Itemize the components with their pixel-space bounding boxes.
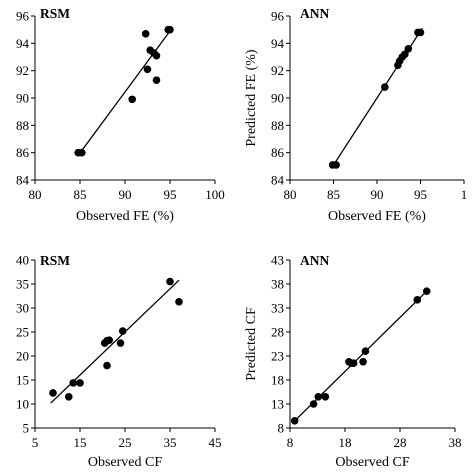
panel-3-y-tick-label: 5 — [23, 421, 30, 436]
panel-4-data-point — [361, 347, 370, 356]
panel-1-x-axis-title: Observed FE (%) — [76, 209, 174, 224]
panel-3-data-point — [118, 327, 127, 335]
panel-1-data-point — [78, 148, 86, 157]
panel-2-data-point — [416, 28, 425, 37]
panel-3-data-point — [49, 389, 57, 397]
panel-4-y-tick-label: 23 — [271, 349, 284, 364]
panel-4-x-tick-label: 38 — [449, 435, 462, 450]
panel-4-y-tick-label: 43 — [271, 253, 284, 268]
panel-3-x-tick-label: 15 — [74, 435, 87, 450]
panel-2-y-tick-label: 92 — [271, 63, 284, 78]
panel-4-data-point — [309, 400, 318, 408]
panel-2-x-tick-label: 80 — [284, 187, 297, 202]
panel-1-data-point — [166, 25, 174, 34]
panel-4-y-tick-label: 28 — [271, 325, 284, 340]
panel-4-data-point — [359, 357, 367, 366]
panel-2-y-tick-label: 96 — [271, 9, 285, 24]
panel-4-y-tick-label: 8 — [278, 421, 285, 436]
panel-3-title: RSM — [40, 253, 70, 268]
panel-2-x-axis-title: Observed FE (%) — [328, 209, 426, 224]
panel-3-data-point — [64, 393, 73, 401]
panel-1-data-point — [141, 29, 150, 38]
panel-3-data-point — [175, 297, 183, 306]
panel-4-y-axis-title: Predicted CF — [244, 307, 259, 381]
panel-2-x-tick-label: 95 — [414, 187, 427, 202]
panel-2-y-axis-title: Predicted FE (%) — [244, 49, 259, 147]
panel-2-data-point — [401, 50, 409, 59]
panel-1-y-tick-label: 94 — [16, 36, 30, 51]
panel-1-y-tick-label: 92 — [16, 63, 29, 78]
panel-1-y-tick-label: 88 — [16, 118, 29, 133]
panel-2-y-tick-label: 84 — [271, 173, 285, 188]
panel-4-x-tick-label: 8 — [287, 435, 294, 450]
panel-3-y-tick-label: 30 — [16, 301, 29, 316]
panel-4-data-point — [321, 393, 330, 401]
panel-3-data-point — [116, 339, 125, 347]
panel-1-data-point — [152, 76, 161, 85]
panel-2-y-tick-label: 88 — [271, 118, 284, 133]
panel-4-x-tick-label: 18 — [339, 435, 352, 450]
panel-1-rsm-plot: 80 85 90 95 100 84 86 88 90 92 94 96 RSM Observed FE … — [16, 6, 225, 224]
panel-2-x-tick-label: 1 — [461, 187, 468, 202]
panel-1-title: RSM — [40, 6, 70, 21]
panel-1-y-tick-label: 86 — [16, 145, 30, 160]
panel-3-data-point — [76, 379, 84, 387]
panel-3-x-tick-label: 35 — [164, 435, 177, 450]
panel-3-data-point — [103, 361, 111, 370]
panel-1-x-tick-label: 100 — [205, 187, 225, 202]
panel-4-title: ANN — [300, 253, 329, 268]
panel-3-x-tick-label: 25 — [119, 435, 132, 450]
panel-3-y-tick-label: 10 — [16, 397, 29, 412]
panel-2-ann-plot: 80 85 90 95 1 84 86 88 90 92 94 96 ANN Observed FE (%… — [244, 6, 467, 224]
panel-3-y-tick-label: 35 — [16, 277, 29, 292]
panel-2-data-point — [381, 83, 389, 91]
panel-2-data-point — [404, 45, 413, 53]
panel-4-y-tick-label: 33 — [271, 301, 284, 316]
panel-1-y-tick-label: 96 — [16, 9, 30, 24]
panel-2-data-point — [332, 161, 340, 169]
panel-3-y-tick-label: 20 — [16, 349, 29, 364]
panel-2-x-tick-label: 90 — [371, 187, 384, 202]
panel-4-data-point — [290, 417, 299, 425]
panel-1-y-tick-label: 84 — [16, 173, 30, 188]
panel-4-ann-plot: 8 18 28 38 8 13 18 23 28 33 38 43 ANN Observed CF Pred… — [244, 253, 462, 471]
panel-1-data-point — [152, 51, 161, 60]
panel-2-y-tick-label: 90 — [271, 91, 284, 106]
panel-2-x-tick-label: 85 — [327, 187, 340, 202]
panel-3-rsm-plot: 5 15 25 35 45 5 10 15 20 25 30 35 40 RSM Observed CF — [16, 253, 222, 471]
panel-3-y-tick-label: 40 — [16, 253, 29, 268]
panel-4-data-point — [422, 287, 431, 296]
panel-4-y-tick-label: 13 — [271, 397, 284, 412]
panel-1-x-tick-label: 95 — [164, 187, 177, 202]
panel-4-y-tick-label: 18 — [271, 373, 284, 388]
panel-3-x-axis-title: Observed CF — [88, 455, 162, 470]
panel-3-x-tick-label: 5 — [32, 435, 39, 450]
panel-1-data-point — [143, 65, 152, 74]
panel-4-data-point — [349, 359, 358, 368]
panel-2-y-tick-label: 94 — [271, 36, 285, 51]
panel-4-data-point — [413, 296, 422, 304]
panel-4-y-tick-label: 38 — [271, 277, 284, 292]
panel-2-y-tick-label: 86 — [271, 145, 285, 160]
panel-3-data-point — [166, 277, 174, 286]
panel-3-y-tick-label: 25 — [16, 325, 29, 340]
panel-4-data-point — [314, 393, 323, 401]
panel-3-x-tick-label: 45 — [209, 435, 222, 450]
panel-1-data-point — [128, 95, 136, 104]
panel-4-x-tick-label: 28 — [394, 435, 407, 450]
panel-1-x-tick-label: 80 — [29, 187, 42, 202]
panel-1-fit-line — [77, 30, 171, 156]
panel-3-data-point — [105, 336, 114, 344]
panel-1-y-tick-label: 90 — [16, 91, 29, 106]
panel-1-x-tick-label: 85 — [74, 187, 87, 202]
panel-3-data-point — [69, 379, 78, 387]
panel-3-y-tick-label: 15 — [16, 373, 29, 388]
panel-4-x-axis-title: Observed CF — [335, 455, 409, 470]
panel-2-title: ANN — [300, 6, 329, 21]
panel-1-x-tick-label: 90 — [119, 187, 132, 202]
